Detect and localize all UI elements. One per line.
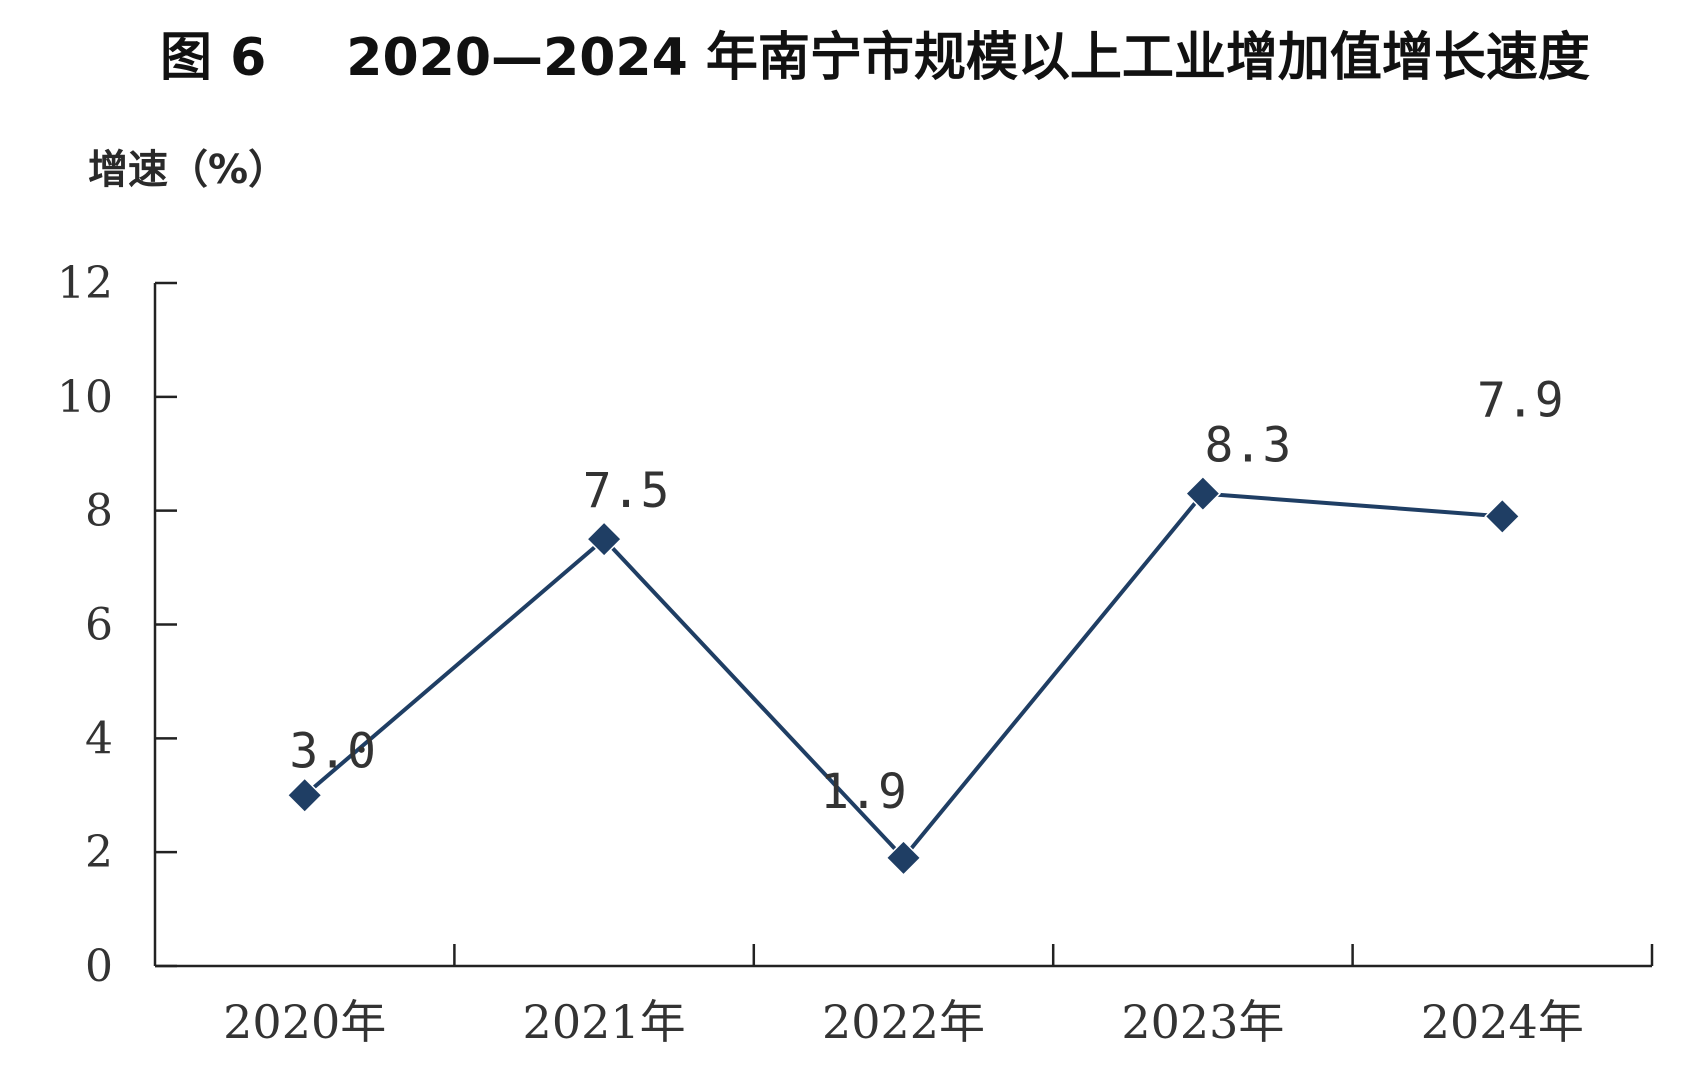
chart-title-text: 2020—2024 年南宁市规模以上工业增加值增长速度 xyxy=(346,28,1590,88)
x-tick-label: 2020年 xyxy=(223,995,386,1049)
y-tick-label: 4 xyxy=(85,713,113,764)
data-point xyxy=(1484,498,1521,535)
y-tick-label: 8 xyxy=(85,486,113,537)
y-tick-label: 2 xyxy=(85,827,113,878)
x-tick-label: 2024年 xyxy=(1421,995,1584,1049)
data-label: 3.0 xyxy=(289,723,376,779)
y-axis-title: 增速（%） xyxy=(88,147,289,193)
y-tick-label: 6 xyxy=(85,600,113,651)
data-point xyxy=(286,777,323,814)
axes: 0 2 4 6 8 10 12 2020年 2021年 2022年 2023年 2024年 xyxy=(57,258,1654,1049)
y-tick-label: 12 xyxy=(57,258,113,309)
y-tick-label: 0 xyxy=(85,941,113,992)
y-tick-label: 10 xyxy=(57,372,113,423)
series-layer: 3.0 7.5 1.9 8.3 7.9 xyxy=(286,372,1564,876)
data-label: 7.9 xyxy=(1477,372,1564,428)
data-point xyxy=(885,839,922,876)
data-point xyxy=(1184,475,1221,512)
figure-number: 图 6 xyxy=(160,28,267,88)
x-tick-label: 2023年 xyxy=(1121,995,1284,1049)
data-label: 7.5 xyxy=(583,463,670,519)
x-tick-label: 2021年 xyxy=(523,995,686,1049)
data-point xyxy=(586,521,623,558)
data-label: 1.9 xyxy=(820,764,907,820)
data-label: 8.3 xyxy=(1205,418,1292,474)
chart-title: 图 6 2020—2024 年南宁市规模以上工业增加值增长速度 xyxy=(160,18,1701,98)
x-tick-label: 2022年 xyxy=(822,995,985,1049)
